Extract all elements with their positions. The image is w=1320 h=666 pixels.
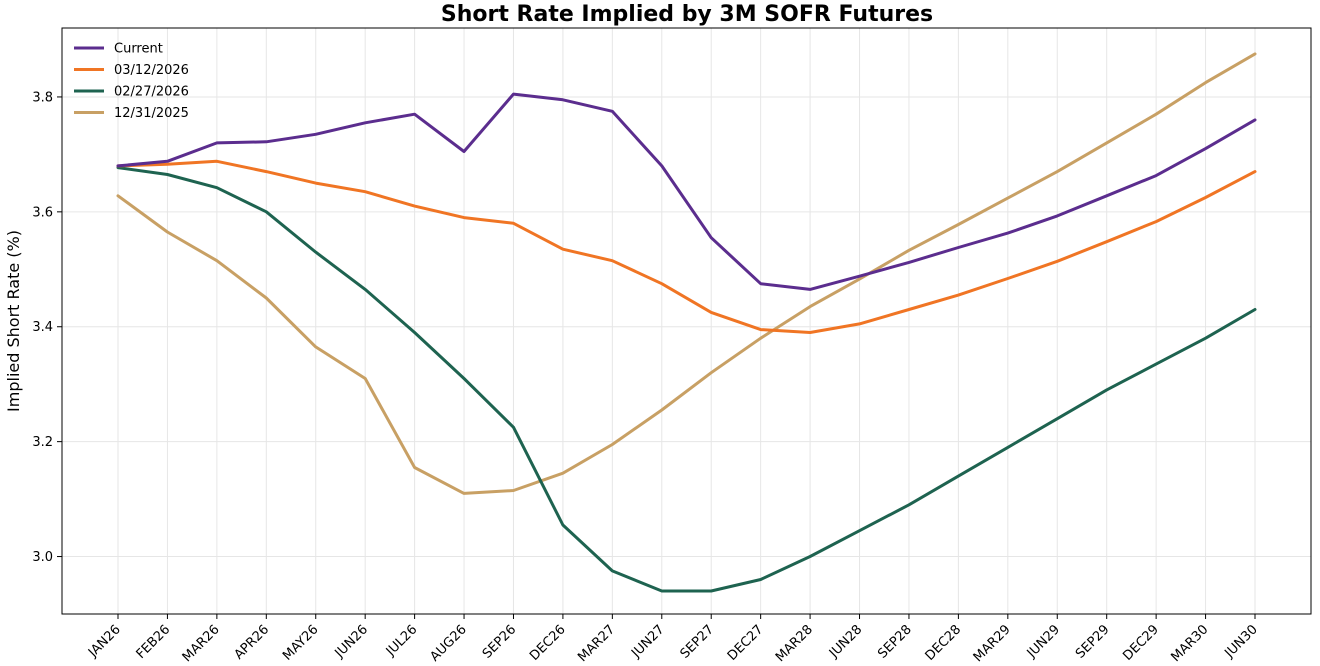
series-line-12-31-2025 <box>116 52 1257 495</box>
series-line-03-12-2026 <box>116 159 1257 334</box>
legend-label: Current <box>114 42 163 57</box>
series-line-current <box>116 92 1257 291</box>
plot-frame <box>61 27 1312 615</box>
y-tick-label: 3.2 <box>32 435 53 450</box>
y-tick-label: 3.8 <box>32 90 53 105</box>
legend: Current 03/12/2026 02/27/2026 12/31/2025 <box>74 42 189 121</box>
series-line-02-27-2026 <box>116 166 1257 593</box>
y-tick-label: 3.4 <box>32 320 53 335</box>
chart-title: Short Rate Implied by 3M SOFR Futures <box>441 2 933 27</box>
legend-label: 03/12/2026 <box>114 63 189 78</box>
y-axis-label: Implied Short Rate (%) <box>4 230 23 412</box>
y-tick-label: 3.0 <box>32 550 53 565</box>
y-tick-label: 3.6 <box>32 205 53 220</box>
legend-label: 12/31/2025 <box>114 106 189 121</box>
legend-label: 02/27/2026 <box>114 85 189 100</box>
